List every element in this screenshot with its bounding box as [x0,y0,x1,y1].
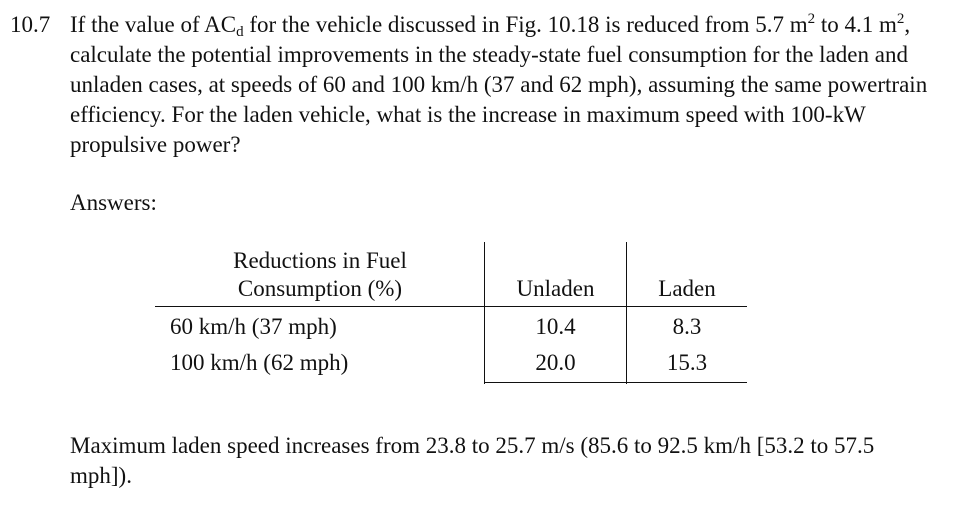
bottom-rule [484,382,747,383]
column-divider [626,242,627,384]
table-row-label: 60 km/h (37 mph) [170,314,337,339]
problem-statement: 10.7 If the value of ACd for the vehicle… [10,10,940,160]
table-cell-laden: 15.3 [666,350,708,375]
problem-number: 10.7 [10,12,51,37]
column-divider [484,242,485,384]
table-header-label: Reductions in Fuel [233,248,407,273]
column-header-unladen: Unladen [516,276,595,301]
table-header-label: Consumption (%) [237,276,403,301]
column-header-laden: Laden [658,276,716,301]
header-rule [155,306,747,307]
table-cell-unladen: 20.0 [535,350,576,375]
table-cell-laden: 8.3 [672,314,702,339]
answers-table: Reductions in Fuel Consumption (%) Unlad… [155,242,747,384]
table-row-label: 100 km/h (62 mph) [170,350,349,375]
superscript-2: 2 [807,11,816,27]
final-answer: Maximum laden speed increases from 23.8 … [70,433,875,488]
answers-label: Answers: [70,190,157,215]
problem-text: If the value of ACd for the vehicle disc… [70,11,928,158]
table-cell-unladen: 10.4 [535,314,576,339]
superscript-2: 2 [896,11,905,27]
subscript-d: d [236,24,244,40]
